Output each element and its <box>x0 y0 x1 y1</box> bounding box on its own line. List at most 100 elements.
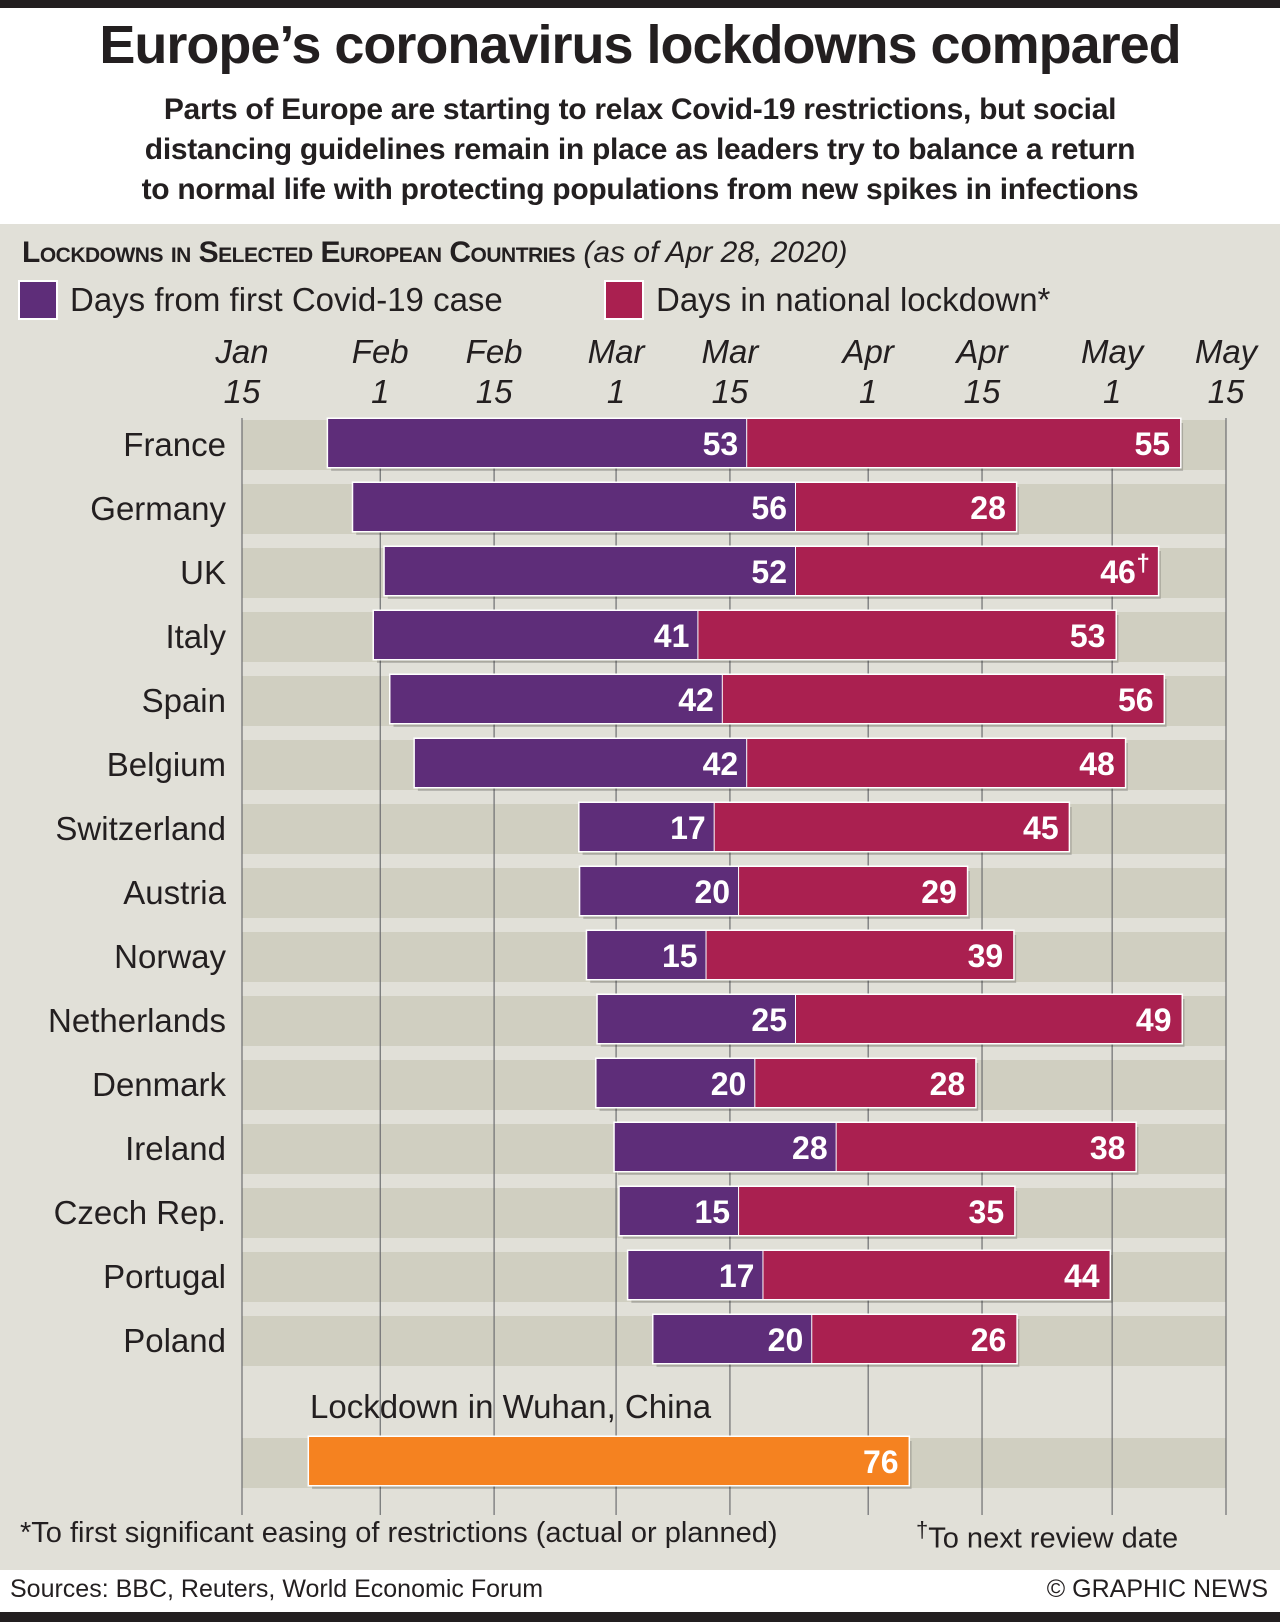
country-label: Belgium <box>107 746 226 783</box>
data-label-case-days: 41 <box>654 618 690 654</box>
country-label: Italy <box>165 618 226 655</box>
top-rule <box>0 0 1280 8</box>
bar-case-days <box>579 803 714 851</box>
sources: Sources: BBC, Reuters, World Economic Fo… <box>10 1575 544 1603</box>
bar-case-days <box>619 1187 739 1235</box>
country-label: Netherlands <box>48 1002 226 1039</box>
data-label-case-days: 20 <box>694 874 730 910</box>
data-label-lockdown-days: 44 <box>1064 1258 1100 1294</box>
country-label: Denmark <box>92 1066 226 1103</box>
x-tick-label-month: Feb <box>466 333 523 370</box>
bar-case-days <box>587 931 706 979</box>
x-tick-label-month: Mar <box>702 333 761 370</box>
subtitle-line: to normal life with protecting populatio… <box>141 173 1139 206</box>
bar-lockdown-days <box>795 547 1158 595</box>
data-label-case-days: 17 <box>719 1258 755 1294</box>
country-label: Ireland <box>125 1130 226 1167</box>
x-tick-label-day: 15 <box>964 373 1001 410</box>
bar-case-days <box>580 867 739 915</box>
data-label-lockdown-days: 49 <box>1136 1002 1172 1038</box>
bar-lockdown-days <box>747 739 1125 787</box>
bar-lockdown-days <box>812 1315 1017 1363</box>
x-tick-label-month: Feb <box>352 333 409 370</box>
legend-label: Days in national lockdown* <box>656 281 1051 318</box>
data-label-case-days: 15 <box>694 1194 730 1230</box>
legend-item-lockdown-days: Days in national lockdown* <box>606 280 1050 320</box>
legend-swatch-purple <box>20 282 56 318</box>
page-title: Europe’s coronavirus lockdowns compared <box>99 15 1181 75</box>
bar-lockdown-days <box>795 995 1182 1043</box>
bar-lockdown-days <box>739 1187 1015 1235</box>
bar-wuhan-lockdown <box>309 1437 909 1485</box>
country-label: Poland <box>123 1322 226 1359</box>
country-label: Czech Rep. <box>54 1194 226 1231</box>
bar-case-days <box>628 1251 763 1299</box>
bar-lockdown-days <box>714 803 1069 851</box>
data-label-case-days: 42 <box>678 682 714 718</box>
chart-heading-text: Lockdowns in Selected European Countries <box>22 236 576 269</box>
data-label-lockdown-days: 28 <box>930 1066 966 1102</box>
bar-lockdown-days <box>747 419 1181 467</box>
country-label: Portugal <box>103 1258 226 1295</box>
x-tick-label-day: 15 <box>476 373 513 410</box>
legend-swatch-crimson <box>606 282 642 318</box>
data-label-lockdown-days: 46 <box>1100 554 1136 590</box>
x-tick-label-month: Jan <box>214 333 268 370</box>
wuhan-label: Lockdown in Wuhan, China <box>310 1388 712 1425</box>
bar-case-days <box>596 1059 755 1107</box>
x-tick-label-day: 15 <box>1208 373 1245 410</box>
subtitle-line: distancing guidelines remain in place as… <box>144 133 1136 166</box>
bar-lockdown-days <box>739 867 967 915</box>
data-label-case-days: 20 <box>711 1066 747 1102</box>
x-tick-label-month: Mar <box>588 333 647 370</box>
data-label-lockdown-days: 39 <box>968 938 1004 974</box>
bar-case-days <box>353 483 795 531</box>
data-label-case-days: 15 <box>662 938 698 974</box>
country-label: Switzerland <box>55 810 226 847</box>
x-tick-label-month: Apr <box>954 333 1009 370</box>
bottom-rule <box>0 1612 1280 1622</box>
bar-case-days <box>373 611 698 659</box>
bar-lockdown-days <box>722 675 1164 723</box>
as-of-date: (as of Apr 28, 2020) <box>583 236 848 269</box>
data-label-lockdown-days: 53 <box>1070 618 1106 654</box>
data-label-wuhan: 76 <box>863 1444 899 1480</box>
x-tick-label-month: Apr <box>841 333 896 370</box>
dagger-mark: † <box>916 1517 929 1542</box>
data-label-case-days: 42 <box>703 746 739 782</box>
data-label-case-days: 17 <box>670 810 706 846</box>
bar-case-days <box>390 675 722 723</box>
bar-case-days <box>384 547 795 595</box>
x-tick-label-day: 1 <box>859 373 877 410</box>
footnote-dagger-text: To next review date <box>928 1522 1179 1555</box>
data-label-case-days: 52 <box>751 554 787 590</box>
data-label-lockdown-days: 28 <box>970 490 1006 526</box>
bar-lockdown-days <box>795 483 1016 531</box>
country-label: Norway <box>114 938 226 975</box>
x-tick-label-day: 1 <box>1103 373 1121 410</box>
chart-heading: Lockdowns in Selected European Countries… <box>22 236 847 270</box>
data-label-lockdown-days: 26 <box>971 1322 1007 1358</box>
x-tick-label-month: May <box>1081 333 1146 370</box>
bar-case-days <box>614 1123 836 1171</box>
footnote-asterisk: *To first significant easing of restrict… <box>20 1517 778 1549</box>
bar-lockdown-days <box>763 1251 1110 1299</box>
data-label-lockdown-days: 35 <box>969 1194 1005 1230</box>
data-label-case-days: 25 <box>751 1002 787 1038</box>
country-label: Spain <box>142 682 226 719</box>
country-label: Austria <box>123 874 226 911</box>
data-label-case-days: 56 <box>751 490 787 526</box>
data-label-case-days: 53 <box>703 426 739 462</box>
country-label: UK <box>180 554 226 591</box>
legend-label: Days from first Covid-19 case <box>70 281 503 318</box>
country-label: France <box>123 426 226 463</box>
x-tick-label-month: May <box>1195 333 1260 370</box>
bar-case-days <box>328 419 747 467</box>
dagger-mark: † <box>1136 550 1149 577</box>
bar-lockdown-days <box>706 931 1014 979</box>
x-tick-label-day: 1 <box>371 373 389 410</box>
footnote-dagger: †To next review date <box>916 1517 1178 1556</box>
bar-case-days <box>414 739 747 787</box>
x-tick-label-day: 15 <box>712 373 749 410</box>
